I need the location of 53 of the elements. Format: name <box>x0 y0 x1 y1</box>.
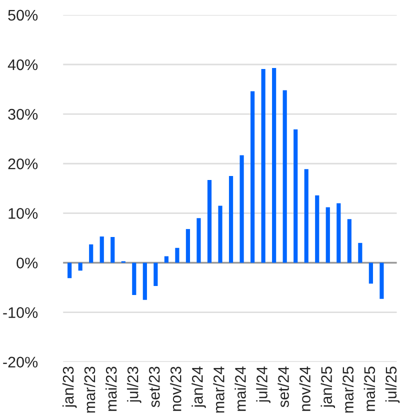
x-tick-label: mai/24 <box>234 366 246 411</box>
bar <box>164 256 168 263</box>
y-tick-label: -20% <box>3 356 38 368</box>
x-tick-label: jul/24 <box>256 366 270 403</box>
x-tick-label: mar/24 <box>213 366 224 413</box>
bar <box>132 262 136 295</box>
y-tick-label: -10% <box>3 307 38 318</box>
bar <box>78 262 82 271</box>
bar <box>228 176 234 263</box>
x-tick-label: mai/25 <box>364 366 376 411</box>
y-tick-label: 50% <box>8 10 38 21</box>
x-tick-label: mar/23 <box>84 366 96 413</box>
bar <box>272 68 276 263</box>
bar <box>240 155 244 263</box>
bar <box>186 229 190 263</box>
bar <box>380 262 384 299</box>
bar <box>175 248 180 263</box>
x-tick-label: jul/23 <box>127 366 142 403</box>
bar <box>68 262 72 278</box>
x-tick-label: mai/23 <box>106 366 117 411</box>
y-tick-label: 40% <box>8 59 38 70</box>
bar <box>196 218 201 263</box>
bar <box>100 236 104 263</box>
bar <box>154 262 158 286</box>
x-tick-label: jan/24 <box>192 366 206 408</box>
bar <box>218 206 222 263</box>
bar <box>142 262 147 300</box>
bar <box>336 203 341 263</box>
y-tick-label: 0% <box>16 258 38 268</box>
bar <box>110 236 115 263</box>
x-tick-label: set/23 <box>148 366 160 408</box>
bar <box>282 90 287 263</box>
bar <box>347 219 352 263</box>
x-tick-label: jan/25 <box>320 366 336 408</box>
bar <box>315 195 320 263</box>
bar <box>261 68 266 263</box>
y-tick-label: 10% <box>8 208 38 219</box>
x-tick-label: jul/25 <box>385 366 400 403</box>
x-tick-label: jan/23 <box>62 366 77 408</box>
bar <box>358 242 362 263</box>
x-tick-label: set/24 <box>278 366 289 408</box>
x-tick-label: mar/25 <box>342 366 354 413</box>
y-tick-label: 30% <box>8 108 38 120</box>
bar <box>89 244 94 263</box>
x-tick-label: nov/24 <box>299 366 310 411</box>
bar <box>294 129 298 263</box>
bar <box>368 262 373 284</box>
bar <box>304 169 308 263</box>
x-tick-label: nov/23 <box>170 366 182 411</box>
y-tick-label: 20% <box>8 158 38 170</box>
bar <box>250 91 255 263</box>
bar <box>326 207 330 263</box>
bar <box>207 180 212 263</box>
